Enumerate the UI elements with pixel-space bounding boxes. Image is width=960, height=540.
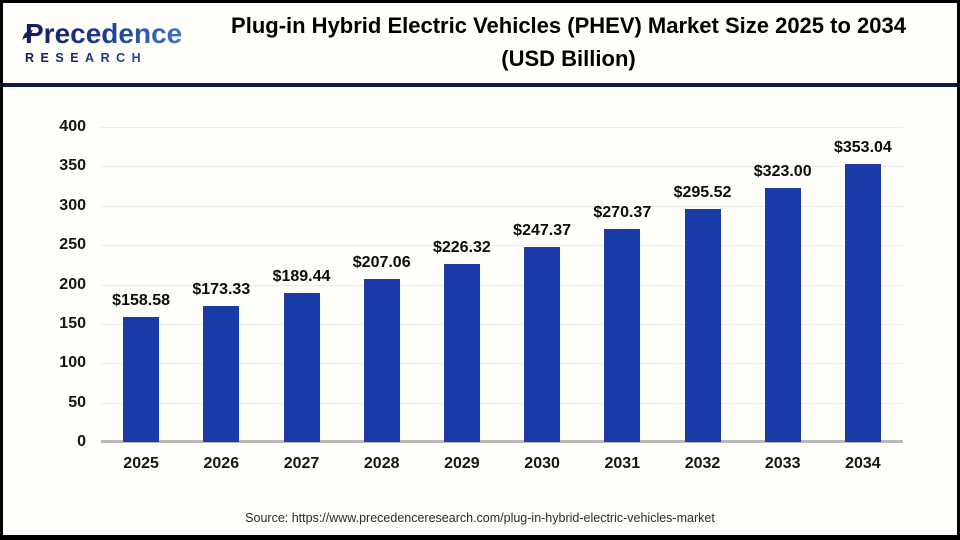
y-axis-tick-label: 50 (68, 393, 86, 411)
bar (764, 187, 801, 442)
bar-value-label: $323.00 (753, 162, 812, 180)
bar-value-label: $226.32 (432, 238, 491, 256)
header: Precedence RESEARCH Plug-in Hybrid Elect… (3, 3, 957, 81)
bar (604, 229, 641, 442)
gridline (101, 127, 903, 128)
bar-value-label: $270.37 (593, 204, 652, 222)
x-axis-tick-label: 2029 (444, 455, 480, 472)
source-text: Source: https://www.precedenceresearch.c… (245, 511, 715, 525)
bar-value-label: $247.37 (513, 222, 572, 240)
gridline (101, 402, 903, 404)
bar (203, 305, 240, 442)
y-axis-tick-label: 100 (59, 354, 86, 372)
bar (524, 247, 561, 442)
x-axis-tick-label: 2034 (845, 455, 881, 472)
x-axis-tick-label: 2025 (123, 455, 159, 472)
x-axis-line (101, 440, 903, 443)
brand-name: Precedence (25, 18, 198, 48)
x-axis-tick-label: 2033 (764, 455, 801, 472)
page-title-line1: Plug-in Hybrid Electric Vehicles (PHEV) … (231, 13, 906, 38)
bar (443, 263, 480, 442)
bar-value-label: $295.52 (673, 184, 732, 202)
header-divider (3, 83, 957, 87)
x-axis-tick-label: 2028 (363, 455, 400, 472)
x-axis-tick-label: 2026 (203, 455, 240, 472)
x-axis-tick-label: 2030 (524, 455, 560, 472)
brand-subtitle: RESEARCH (25, 51, 198, 65)
x-axis-tick-label: 2027 (283, 455, 320, 472)
bar-value-label: $353.04 (833, 138, 892, 156)
x-axis-tick-label: 2031 (604, 455, 641, 472)
brand-logo: Precedence RESEARCH (3, 18, 198, 65)
bar-chart-plot-area: 0 50 100 150 200 250 300 350 400 $158.58 2025 $173.… (59, 118, 903, 472)
gridline (101, 166, 903, 168)
x-axis-tick-label: 2032 (684, 455, 721, 472)
gridline (101, 245, 903, 247)
y-axis-tick-label: 0 (77, 433, 86, 450)
y-axis-tick-label: 350 (59, 157, 86, 175)
gridline (101, 205, 903, 207)
page-title-line2: (USD Billion) (501, 46, 636, 71)
y-axis-tick-label: 150 (59, 314, 86, 332)
y-axis-tick-label: 400 (59, 118, 86, 135)
y-axis-tick-label: 200 (59, 275, 86, 293)
bar (363, 278, 400, 442)
bar-value-label: $173.33 (192, 280, 251, 298)
bar (684, 209, 721, 442)
bar (283, 292, 320, 442)
gridline (101, 284, 903, 286)
gridline (101, 363, 903, 365)
bar-value-label: $189.44 (272, 267, 331, 285)
bar (844, 163, 881, 442)
y-axis-tick-label: 300 (59, 196, 86, 214)
page-title: Plug-in Hybrid Electric Vehicles (PHEV) … (198, 9, 957, 75)
y-axis-tick-label: 250 (59, 236, 86, 254)
bar-value-label: $207.06 (352, 253, 411, 271)
gridline (101, 323, 903, 325)
bar (123, 317, 160, 442)
bar-value-label: $158.58 (112, 292, 171, 310)
